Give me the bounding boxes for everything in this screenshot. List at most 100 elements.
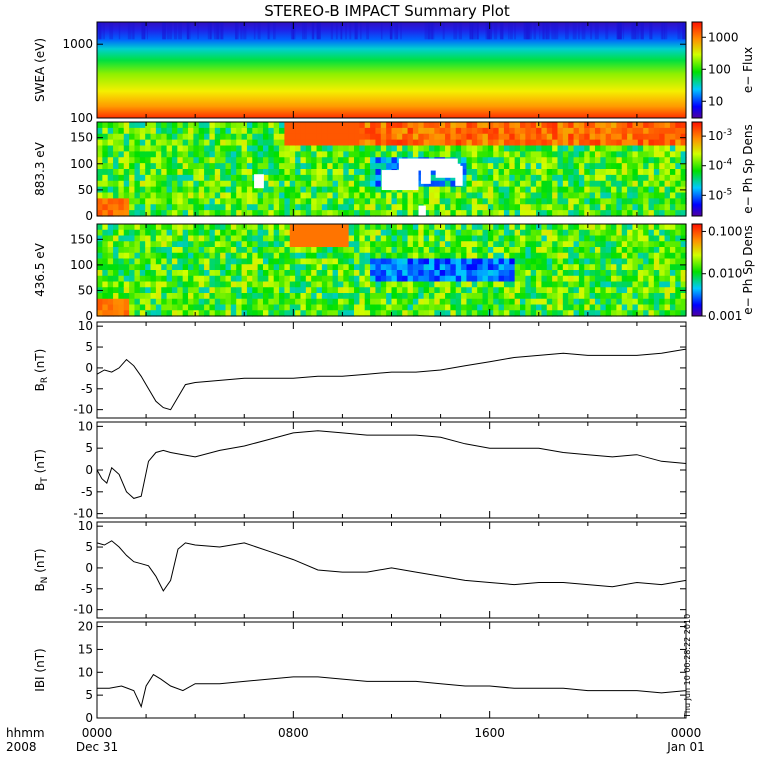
spectrogram-cell bbox=[578, 270, 585, 277]
spectrogram-cell bbox=[193, 275, 200, 283]
spectrogram-cell bbox=[439, 122, 446, 129]
spectrogram-cell bbox=[584, 180, 591, 188]
spectrogram-cell bbox=[236, 145, 243, 152]
spectrogram-cell bbox=[600, 180, 607, 188]
spectrogram-cell bbox=[171, 247, 178, 254]
spectrogram-cell bbox=[279, 252, 285, 260]
swea-streak bbox=[273, 22, 276, 40]
spectrogram-cell bbox=[252, 192, 259, 199]
spectrogram-cell bbox=[279, 204, 285, 211]
spectrogram-cell bbox=[520, 310, 526, 317]
spectrogram-cell bbox=[343, 235, 350, 242]
spectrogram-cell bbox=[380, 122, 387, 129]
spectrogram-cell bbox=[214, 241, 221, 248]
swea-streak bbox=[394, 22, 398, 40]
spectrogram-cell bbox=[503, 180, 510, 188]
colorbar bbox=[691, 121, 703, 217]
spectrogram-cell bbox=[386, 264, 393, 271]
spectrogram-cell bbox=[450, 224, 457, 231]
spectrogram-cell bbox=[268, 224, 275, 231]
spectrogram-cell bbox=[428, 127, 435, 135]
spectrogram-cell bbox=[139, 163, 146, 170]
spectrogram-cell bbox=[423, 186, 430, 194]
spectrogram-cell bbox=[514, 275, 521, 283]
spectrogram-cell bbox=[198, 210, 205, 217]
swea-streak bbox=[118, 22, 121, 40]
spectrogram-cell bbox=[284, 157, 291, 164]
spectrogram-cell bbox=[589, 151, 596, 158]
spectrogram-cell bbox=[252, 204, 259, 211]
spectrogram-cell bbox=[648, 180, 655, 188]
spectrogram-cell bbox=[145, 293, 152, 300]
spectrogram-cell bbox=[139, 304, 146, 311]
spectrogram-cell bbox=[257, 198, 264, 205]
swea-streak bbox=[681, 22, 686, 40]
spectrogram-cell bbox=[118, 157, 125, 164]
spectrogram-cell bbox=[605, 293, 612, 300]
spectrogram-cell bbox=[348, 133, 355, 141]
spectrogram-cell bbox=[659, 310, 666, 317]
spectrogram-cell bbox=[503, 127, 510, 135]
spectrogram-cell bbox=[337, 186, 344, 194]
spectrogram-cell bbox=[262, 304, 269, 311]
spectrogram-cell bbox=[423, 281, 430, 288]
spectrogram-cell bbox=[589, 198, 596, 205]
spectrogram-cell bbox=[589, 252, 596, 260]
spectrogram-cell bbox=[311, 224, 318, 231]
spectrogram-cell bbox=[616, 127, 623, 135]
spectrogram-cell bbox=[621, 235, 628, 242]
spectrogram-cell bbox=[664, 192, 671, 199]
spectrogram-cell bbox=[289, 224, 296, 231]
spectrogram-cell bbox=[348, 151, 355, 158]
spectrogram-cell bbox=[455, 235, 462, 242]
spectrogram-cell bbox=[236, 235, 243, 242]
spectrogram-cell bbox=[129, 235, 136, 242]
spectrogram-cell bbox=[600, 174, 607, 182]
spectrogram-cell bbox=[557, 122, 564, 129]
spectrogram-cell bbox=[284, 264, 291, 271]
spectrogram-cell bbox=[428, 258, 435, 265]
spectrogram-cell bbox=[354, 287, 360, 294]
spectrogram-cell bbox=[562, 304, 569, 311]
spectrogram-cell bbox=[653, 174, 660, 182]
spectrogram-cell bbox=[102, 204, 109, 211]
spectrogram-cell bbox=[396, 252, 403, 260]
spectrogram-cell bbox=[520, 287, 526, 294]
spectrogram-cell bbox=[653, 235, 660, 242]
spectrogram-cell bbox=[487, 298, 494, 306]
spectrogram-cell bbox=[279, 235, 285, 242]
spectrogram-cell bbox=[209, 198, 216, 205]
spectrogram-cell bbox=[268, 258, 275, 265]
spectrogram-cell bbox=[113, 235, 120, 242]
y-tick-label: 0 bbox=[85, 209, 93, 223]
spectrogram-cell bbox=[386, 157, 393, 164]
spectrogram-cell bbox=[471, 145, 478, 152]
spectrogram-cell bbox=[343, 210, 350, 217]
spectrogram-cell bbox=[573, 122, 580, 129]
spectrogram-cell bbox=[295, 133, 302, 141]
spectrogram-cell bbox=[498, 145, 505, 152]
spectrogram-cell bbox=[375, 258, 382, 265]
spectrogram-cell bbox=[257, 210, 264, 217]
spectrogram-cell bbox=[632, 298, 639, 306]
spectrogram-cell bbox=[198, 139, 205, 147]
spectrogram-cell bbox=[412, 270, 419, 277]
spectrogram-cell bbox=[198, 270, 205, 277]
spectrogram-cell bbox=[107, 151, 114, 158]
spectrogram-cell bbox=[669, 180, 676, 188]
spectrogram-cell bbox=[354, 241, 360, 248]
spectrogram-cell bbox=[584, 287, 591, 294]
spectrogram-cell bbox=[113, 133, 120, 141]
spectrogram-cell bbox=[193, 186, 200, 194]
spectrogram-cell bbox=[632, 192, 639, 199]
spectrogram-cell bbox=[530, 198, 537, 205]
spectrogram-cell bbox=[118, 169, 125, 176]
spectrogram-cell bbox=[471, 174, 478, 182]
spectrogram-cell bbox=[487, 122, 494, 129]
spectrogram-cell bbox=[520, 133, 526, 141]
spectrogram-cell bbox=[659, 157, 666, 164]
spectrogram-cell bbox=[364, 281, 371, 288]
spectrogram-cell bbox=[445, 151, 451, 158]
spectrogram-cell bbox=[445, 252, 451, 260]
swea-streak bbox=[97, 22, 101, 40]
